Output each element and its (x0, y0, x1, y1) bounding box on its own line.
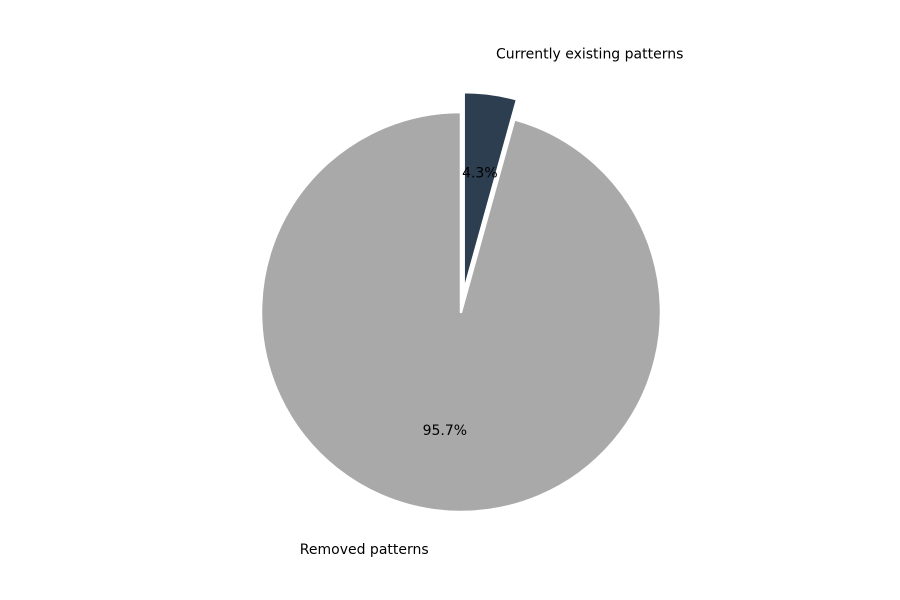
pie-pct-label-0: 4.3% (462, 165, 498, 181)
slices-layer (259, 90, 663, 514)
pie-slice-removed-patterns (259, 110, 663, 514)
pie-category-label-0: Currently existing patterns (496, 46, 683, 62)
pie-pct-label-1: 95.7% (423, 423, 467, 439)
labels-layer: 4.3% Currently existing patterns 95.7% Remo… (300, 46, 684, 557)
pie-category-label-1: Removed patterns (300, 542, 429, 558)
pie-slice-currently-existing-patterns (462, 90, 519, 294)
